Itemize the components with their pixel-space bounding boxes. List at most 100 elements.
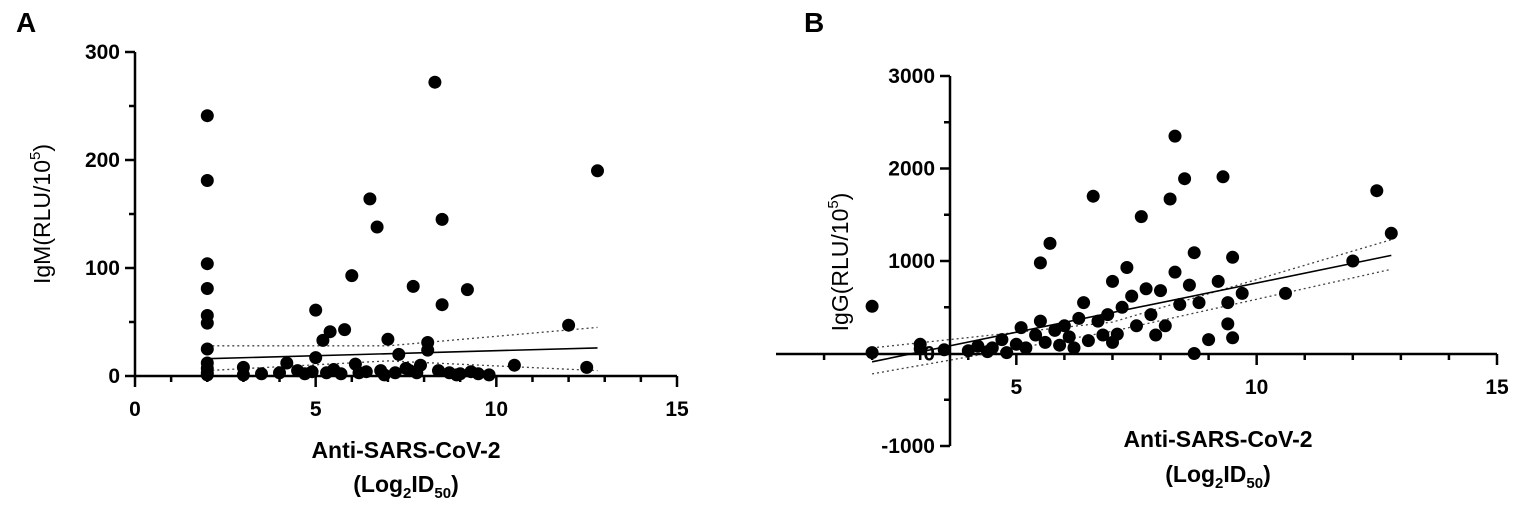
data-point [1187, 347, 1201, 360]
data-point [200, 109, 214, 123]
data-point [273, 366, 286, 380]
data-point [865, 299, 879, 313]
data-point [305, 365, 319, 379]
data-point [1226, 250, 1240, 264]
data-point [1178, 172, 1192, 186]
panel-b: -1000 0 1000 2000 3000 5 10 15 IgG(RLU/105) Anti-… [776, 65, 1509, 492]
data-point [1014, 321, 1028, 335]
data-point [580, 360, 594, 374]
data-point [591, 164, 604, 178]
data-point [381, 332, 395, 346]
data-point [370, 220, 384, 234]
data-point [1033, 314, 1047, 328]
data-point [1216, 170, 1230, 184]
data-point [1221, 296, 1235, 310]
data-point [200, 368, 214, 382]
y-tick-label: 100 [85, 257, 120, 280]
data-point [1139, 282, 1153, 296]
x-axis-label: Anti-SARS-CoV-2 [311, 437, 500, 463]
data-point [1081, 334, 1095, 348]
data-point [200, 174, 214, 187]
data-point [1000, 346, 1014, 360]
data-point [450, 368, 464, 382]
data-point [471, 367, 485, 381]
data-point [323, 325, 337, 339]
y-axis-label: IgG(RLU/105) [825, 193, 853, 332]
data-point [338, 323, 352, 337]
data-point [406, 279, 420, 293]
data-point [309, 303, 323, 317]
data-point [1106, 274, 1119, 288]
data-point [1211, 274, 1225, 288]
data-point [1154, 284, 1167, 298]
data-point [1279, 286, 1292, 300]
ci-lower-line [871, 268, 1392, 375]
data-point [1202, 333, 1216, 347]
panel-letter-a: A [16, 7, 36, 38]
y-tick-label: -1000 [881, 435, 935, 458]
data-point [255, 367, 268, 381]
data-point [200, 316, 214, 330]
x-axis-label-units: (Log2ID50) [353, 471, 459, 502]
x-tick-label: 10 [485, 398, 508, 421]
data-point [1062, 330, 1076, 344]
y-tick-label: 300 [85, 41, 120, 64]
data-point [981, 345, 994, 359]
x-tick-label: 0 [129, 398, 141, 421]
data-point [320, 366, 333, 380]
y-axis-label: IgM(RLU/105) [27, 144, 55, 284]
data-point [995, 333, 1009, 347]
data-point [482, 368, 496, 382]
data-point [1168, 265, 1182, 279]
data-point [1053, 338, 1067, 352]
data-point [428, 75, 442, 89]
regression-line [871, 254, 1392, 363]
data-point [200, 257, 214, 271]
x-axis-label-units: (Log2ID50) [1165, 461, 1271, 492]
data-point [432, 364, 445, 378]
data-point [1110, 327, 1124, 341]
data-point [309, 351, 323, 365]
data-point [1077, 296, 1091, 310]
data-point [1043, 236, 1057, 250]
data-point [1168, 129, 1182, 143]
panel-letter-b: B [804, 7, 824, 38]
data-point [507, 358, 521, 372]
data-point [388, 366, 402, 380]
y-tick-label: 2000 [888, 158, 935, 181]
data-point [971, 339, 985, 353]
data-point [1158, 319, 1172, 333]
data-point [435, 298, 449, 312]
data-point [403, 364, 417, 378]
x-tick-label: 5 [1010, 376, 1022, 399]
data-point [1134, 210, 1148, 224]
data-point [1370, 184, 1384, 198]
y-tick-label: 1000 [888, 250, 935, 273]
data-point [1057, 319, 1071, 333]
data-point [1067, 341, 1081, 355]
data-point [1038, 335, 1052, 349]
data-point [1144, 308, 1158, 322]
data-point [1226, 331, 1240, 345]
ci-upper-line [207, 326, 598, 347]
y-tick-label: 0 [108, 365, 120, 388]
y-tick-label: 0 [923, 343, 935, 366]
data-point [1029, 328, 1043, 342]
data-point [363, 192, 377, 206]
data-point [1096, 328, 1110, 342]
y-tick-label: 3000 [888, 65, 935, 88]
data-point [345, 269, 359, 283]
x-tick-label: 15 [1485, 376, 1509, 399]
data-point [1163, 192, 1177, 206]
panel-a: 0 100 200 300 0 5 10 15 IgM(RLU/105) Anti-SARS-Co… [27, 41, 689, 502]
data-point [1235, 286, 1249, 300]
data-point [1086, 189, 1100, 203]
data-point [316, 333, 330, 347]
data-point [1072, 311, 1086, 325]
data-point [280, 356, 294, 370]
data-point [435, 212, 449, 226]
data-point [937, 343, 951, 357]
data-point [1019, 341, 1033, 355]
data-point [236, 368, 250, 382]
